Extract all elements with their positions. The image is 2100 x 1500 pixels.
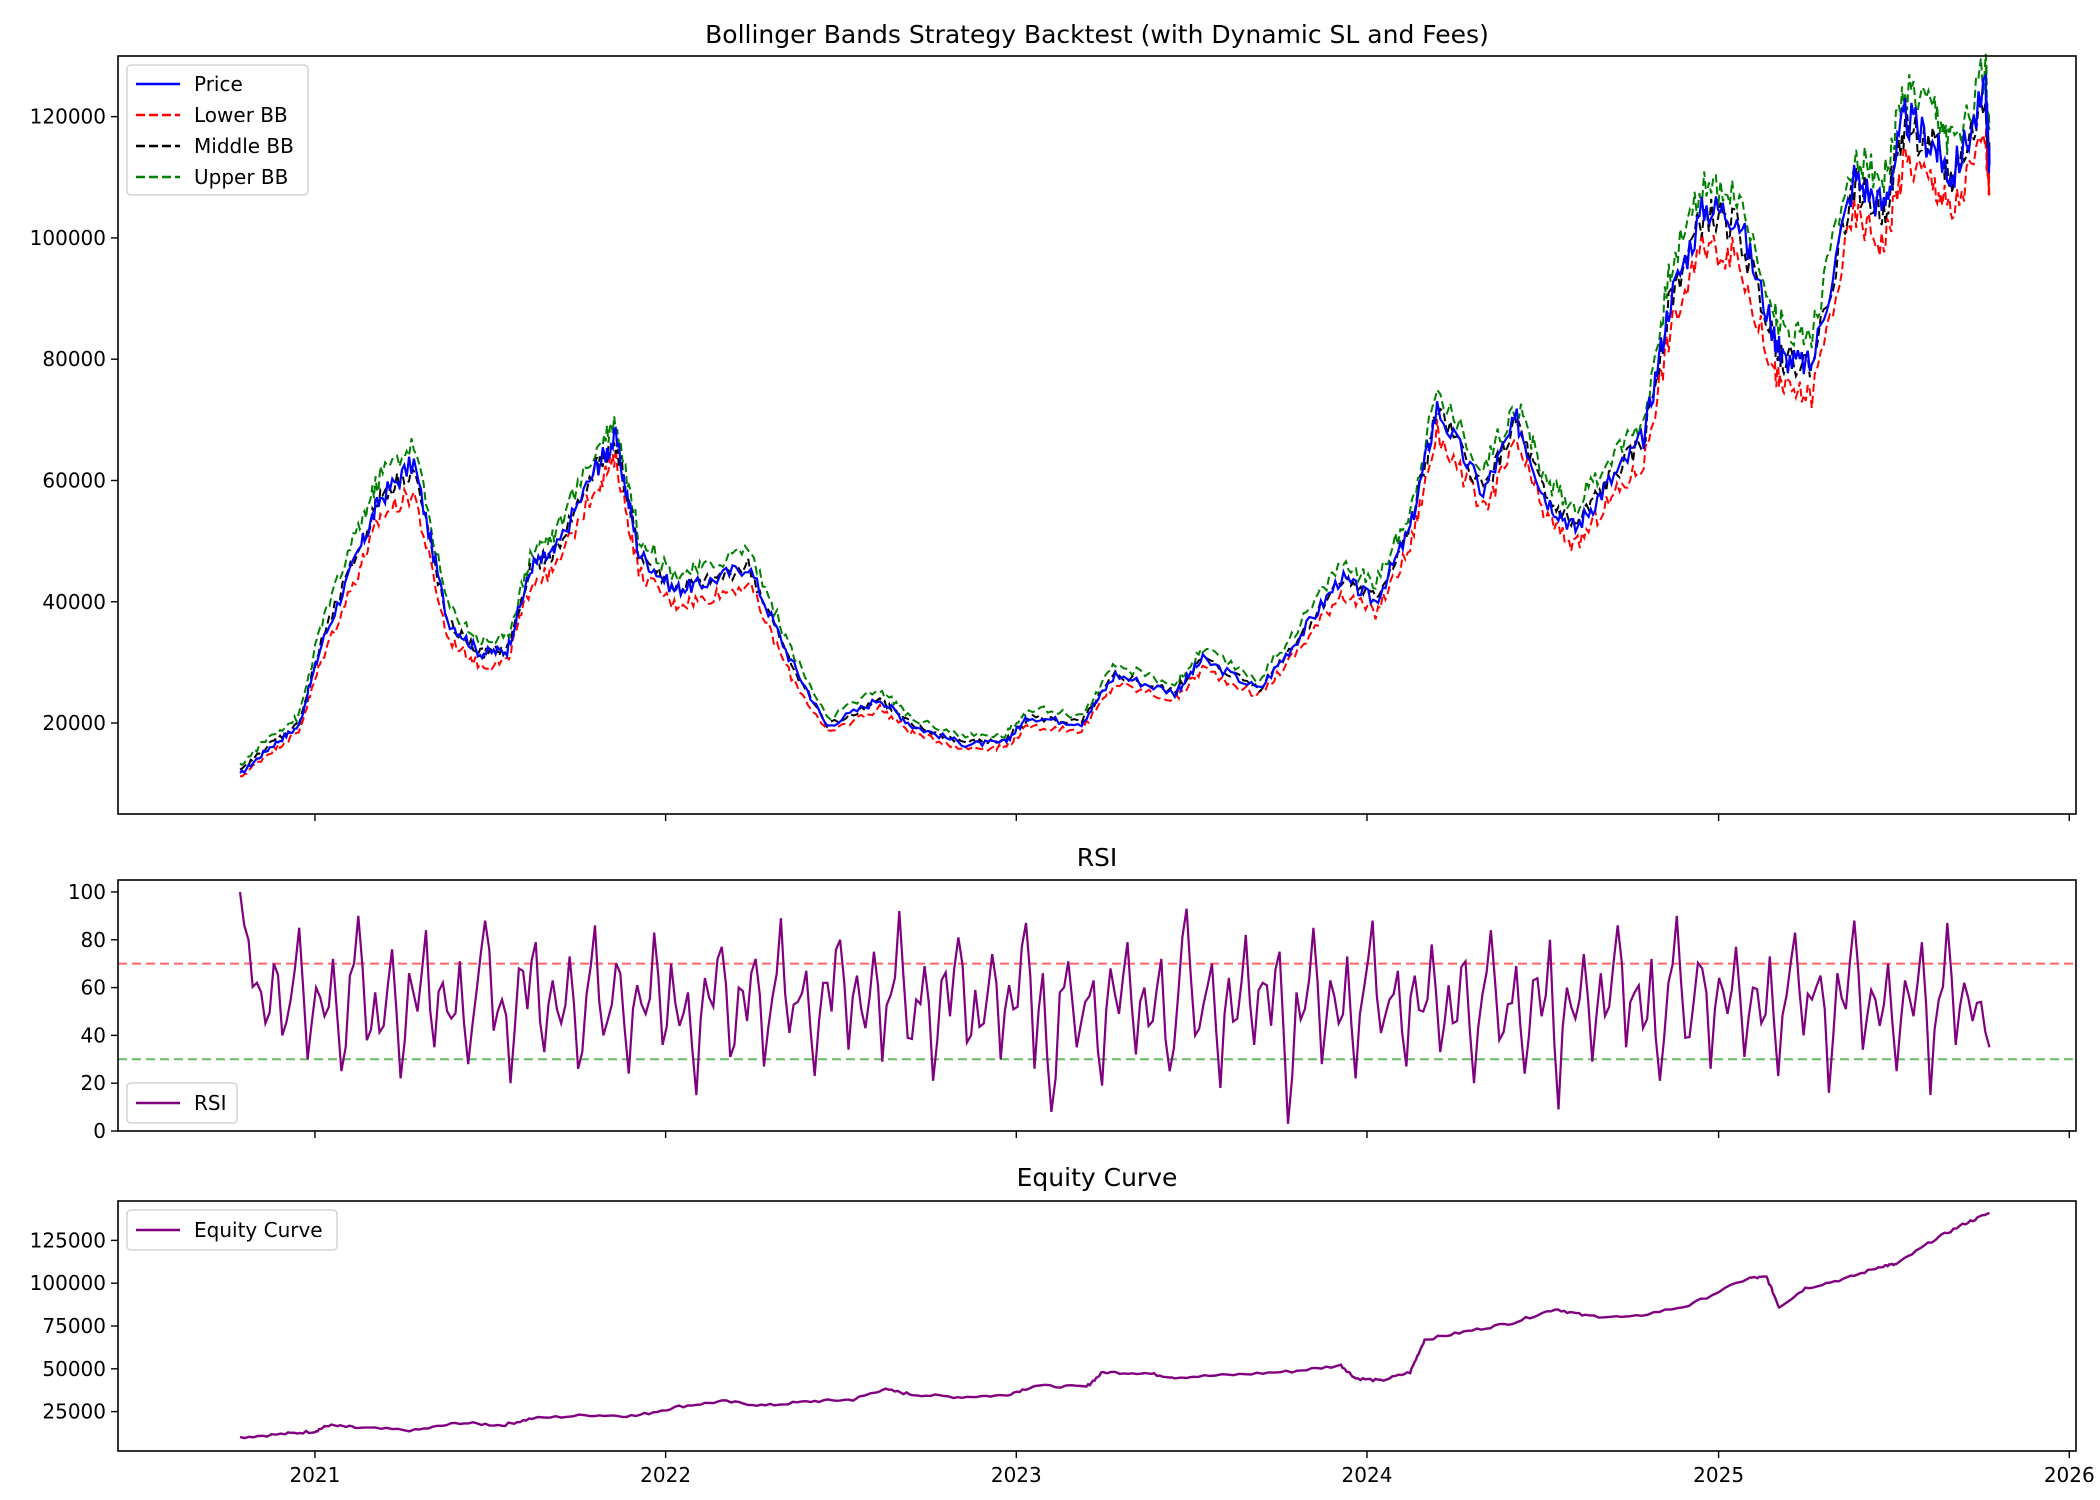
series-line-price [239, 72, 1991, 775]
x-tick-label: 2022 [640, 1463, 691, 1487]
rsi-chart-title: RSI [1077, 843, 1118, 872]
equity-chart: Equity Curve 25000 50000 75000 100000 125000… [30, 1163, 2095, 1487]
y-tick-label: 80000 [42, 347, 106, 371]
y-tick-label: 125000 [30, 1228, 106, 1252]
y-tick-label: 20000 [42, 711, 106, 735]
series-line-rsi [238, 891, 1991, 1124]
equity-series-group [239, 1211, 1990, 1440]
y-tick-label: 50000 [42, 1357, 106, 1381]
y-tick-label: 20 [81, 1071, 106, 1095]
legend-price-label: Price [194, 72, 243, 96]
equity-y-axis: 25000 50000 75000 100000 125000 [30, 1228, 118, 1424]
legend-rsi-label: RSI [194, 1091, 227, 1115]
x-tick-label: 2021 [289, 1463, 340, 1487]
y-tick-label: 100000 [30, 226, 106, 250]
y-tick-label: 60000 [42, 468, 106, 492]
equity-x-axis: 2021 2022 2023 2024 2025 2026 [289, 1451, 2095, 1487]
y-tick-label: 40 [81, 1023, 106, 1047]
x-tick-label: 2025 [1693, 1463, 1744, 1487]
x-tick-label: 2026 [2044, 1463, 2095, 1487]
y-tick-label: 0 [93, 1119, 106, 1143]
rsi-chart: RSI 0 20 40 60 80 100 RSI [68, 843, 2077, 1143]
bollinger-plot-frame [117, 55, 2077, 815]
bollinger-chart-title: Bollinger Bands Strategy Backtest (with … [705, 20, 1489, 49]
y-tick-label: 80 [81, 928, 106, 952]
legend-upper-bb-label: Upper BB [194, 165, 288, 189]
legend-middle-bb-label: Middle BB [194, 134, 294, 158]
bollinger-chart: Bollinger Bands Strategy Backtest (with … [30, 20, 2077, 821]
series-line-equity-curve [239, 1211, 1990, 1440]
y-tick-label: 75000 [42, 1314, 106, 1338]
rsi-series-group [118, 891, 2076, 1124]
y-tick-label: 100 [68, 880, 106, 904]
equity-legend: Equity Curve [126, 1209, 338, 1251]
rsi-legend-box [126, 1082, 238, 1124]
series-line-lower-bb [239, 126, 1991, 778]
y-tick-label: 120000 [30, 105, 106, 129]
x-tick-label: 2024 [1342, 1463, 1393, 1487]
rsi-y-axis: 0 20 40 60 80 100 [68, 880, 118, 1143]
equity-chart-title: Equity Curve [1017, 1163, 1178, 1192]
bollinger-legend-box [126, 64, 309, 196]
y-tick-label: 100000 [30, 1271, 106, 1295]
bollinger-y-axis: 20000 40000 60000 80000 100000 120000 [30, 105, 118, 735]
legend-equity-label: Equity Curve [194, 1218, 323, 1242]
equity-plot-frame [117, 1200, 2077, 1452]
equity-legend-box [126, 1209, 338, 1251]
y-tick-label: 25000 [42, 1400, 106, 1424]
rsi-x-axis [314, 1131, 2070, 1138]
rsi-legend: RSI [126, 1082, 238, 1124]
x-tick-label: 2023 [991, 1463, 1042, 1487]
bollinger-series-group [239, 53, 1991, 778]
bollinger-legend: Price Lower BB Middle BB Upper BB [126, 64, 309, 196]
rsi-plot-frame [117, 879, 2077, 1132]
y-tick-label: 60 [81, 976, 106, 1000]
y-tick-label: 40000 [42, 590, 106, 614]
bollinger-x-axis [314, 814, 2070, 821]
series-line-upper-bb [239, 53, 1991, 767]
legend-lower-bb-label: Lower BB [194, 103, 288, 127]
